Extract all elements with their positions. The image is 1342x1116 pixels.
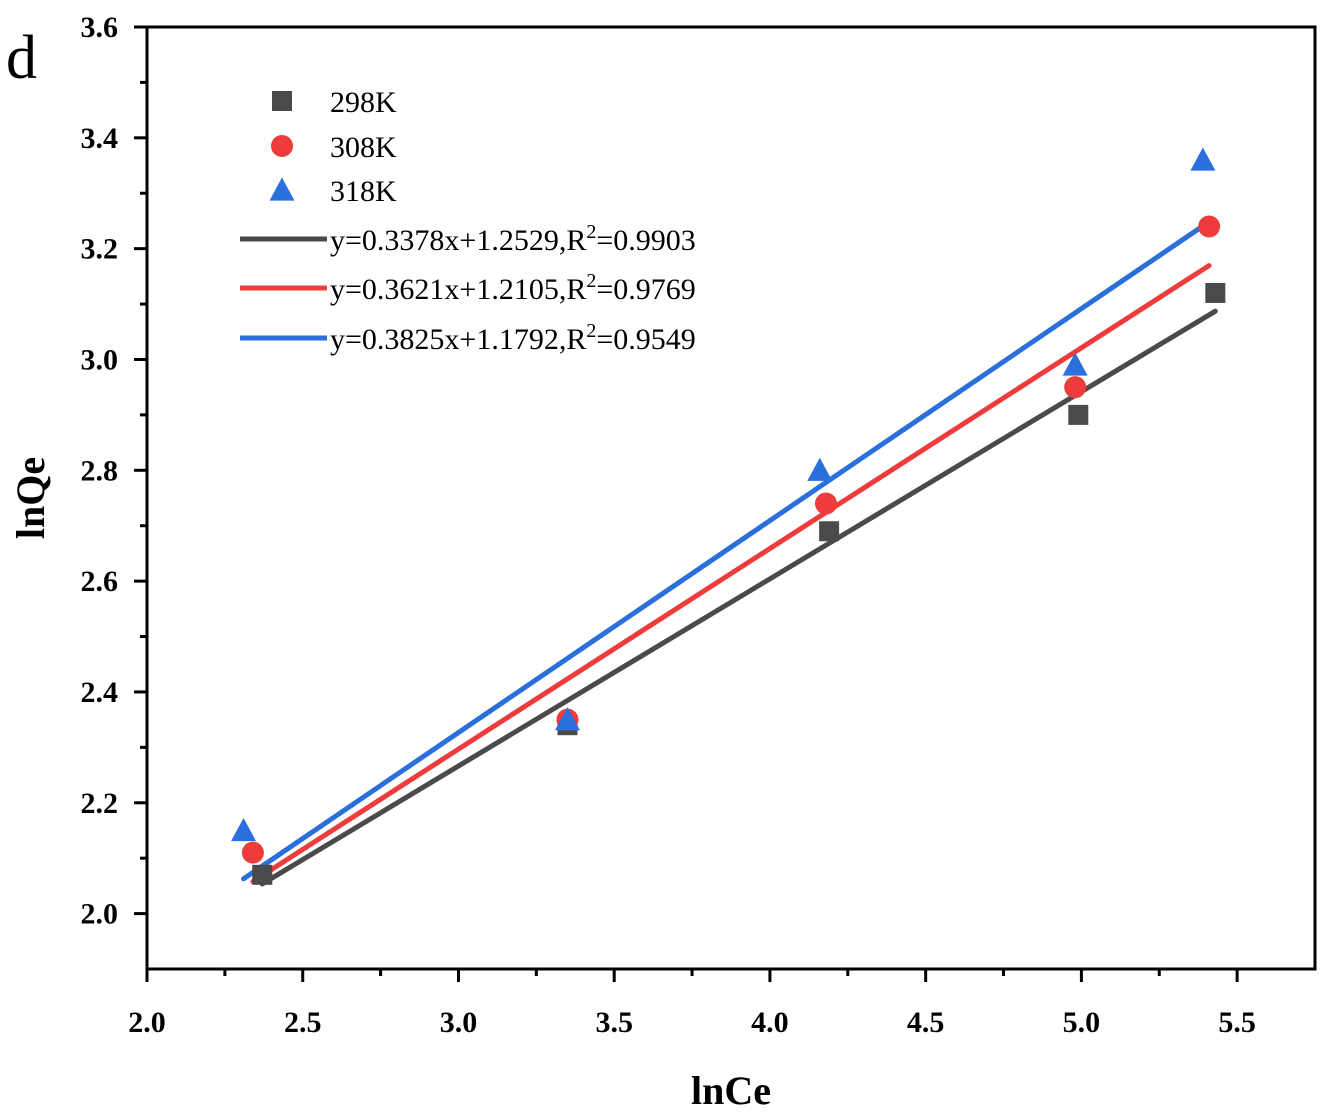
y-tick-label: 3.4: [81, 122, 119, 155]
x-tick-label: 4.0: [751, 1006, 789, 1039]
x-tick-label: 5.5: [1218, 1006, 1256, 1039]
fit-line-1: [259, 308, 1218, 887]
legend-marker-298K: [272, 91, 292, 111]
legend-fit-label-3: y=0.3825x+1.1792,R2=0.9549: [330, 320, 696, 356]
legend-marker-318K: [269, 177, 295, 201]
x-tick-label: 3.0: [440, 1006, 478, 1039]
y-tick-label: 2.2: [81, 787, 119, 820]
point-318K: [231, 817, 257, 842]
fit-line-3: [241, 223, 1206, 882]
point-298K: [1205, 282, 1226, 303]
y-tick-label: 2.0: [81, 898, 119, 931]
x-tick-label: 2.5: [284, 1006, 322, 1039]
legend: 298K308K318Ky=0.3378x+1.2529,R2=0.9903y=…: [240, 86, 696, 356]
x-tick-label: 3.5: [595, 1006, 633, 1039]
x-tick-label: 5.0: [1063, 1006, 1101, 1039]
r2-value: =0.9549: [596, 323, 695, 356]
fit-equation: y=0.3378x+1.2529,R: [330, 224, 586, 257]
point-298K: [819, 521, 840, 542]
y-tick-label: 2.6: [81, 565, 119, 598]
legend-label-298K: 298K: [330, 86, 397, 119]
y-tick-label: 2.8: [81, 454, 119, 487]
point-298K: [1068, 404, 1089, 425]
legend-fit-label-2: y=0.3621x+1.2105,R2=0.9769: [330, 270, 696, 306]
point-308K: [1064, 376, 1087, 399]
data-points: [231, 147, 1226, 885]
legend-label-318K: 318K: [330, 175, 397, 208]
legend-marker-308K: [271, 135, 293, 157]
y-tick-label: 3.2: [81, 233, 119, 266]
point-318K: [554, 707, 580, 731]
fit-equation: y=0.3621x+1.2105,R: [330, 273, 586, 306]
point-308K: [1198, 215, 1221, 238]
y-axis-title: lnQe: [8, 457, 53, 539]
y-axis: 2.0 2.2 2.4 2.6 2.8 3.0 3.2 3.4 3.6: [81, 11, 147, 931]
y-tick-label: 3.0: [81, 343, 119, 376]
fit-line-2: [250, 263, 1212, 885]
fit-equation: y=0.3825x+1.1792,R: [330, 323, 586, 356]
point-298K: [252, 864, 273, 885]
point-318K: [807, 457, 833, 481]
panel-label: d: [6, 24, 37, 92]
legend-fit-label-1: y=0.3378x+1.2529,R2=0.9903: [330, 221, 696, 257]
point-308K: [241, 841, 264, 864]
x-tick-label: 4.5: [907, 1006, 945, 1039]
fit-lines: [241, 223, 1218, 887]
x-axis: 2.0 2.5 3.0 3.5 4.0 4.5 5.0 5.5: [128, 969, 1256, 1039]
legend-label-308K: 308K: [330, 131, 397, 164]
point-308K: [814, 492, 837, 515]
superscript-2: 2: [586, 221, 596, 243]
superscript-2: 2: [586, 320, 596, 342]
y-tick-label: 2.4: [81, 676, 119, 709]
plot-frame: [145, 25, 1317, 971]
point-318K: [1190, 147, 1216, 171]
r2-value: =0.9903: [596, 224, 695, 257]
superscript-2: 2: [586, 270, 596, 292]
x-axis-title: lnCe: [691, 1068, 771, 1113]
y-tick-label: 3.6: [81, 11, 119, 44]
point-318K: [1062, 352, 1088, 376]
x-tick-label: 2.0: [128, 1006, 166, 1039]
r2-value: =0.9769: [596, 273, 695, 306]
